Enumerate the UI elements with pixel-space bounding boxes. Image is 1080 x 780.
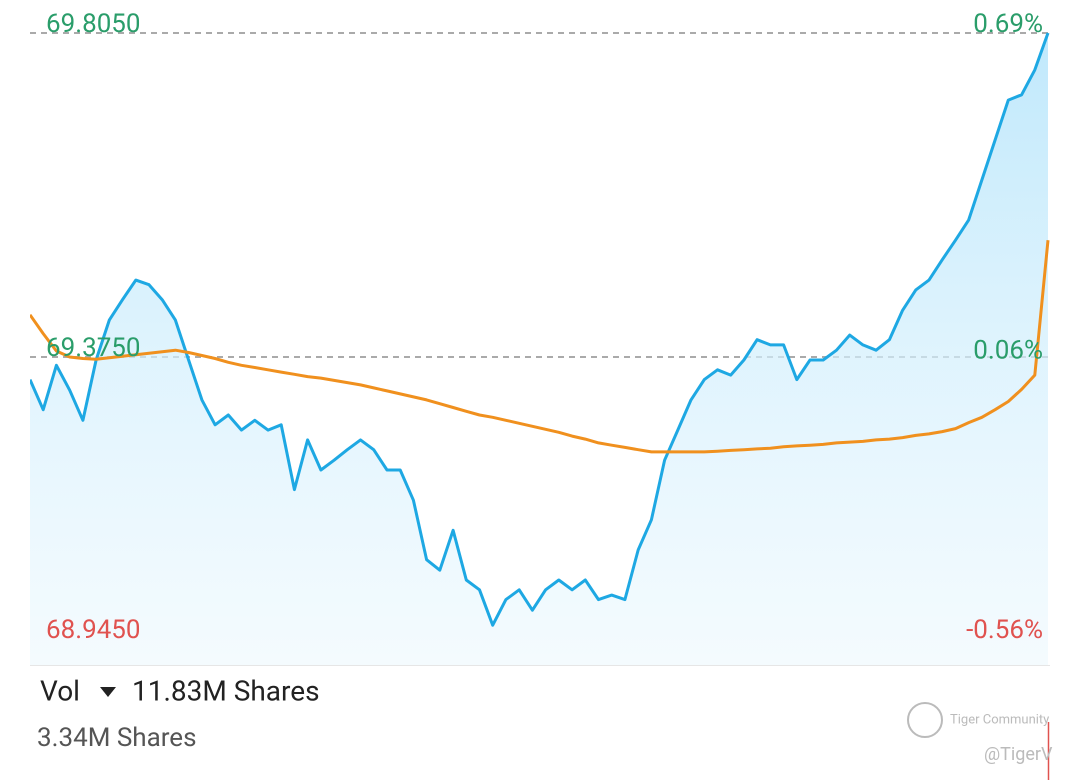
volume-area bbox=[30, 718, 1050, 780]
volume-total: 11.83M Shares bbox=[132, 674, 320, 707]
price-line bbox=[30, 32, 1050, 627]
watermark-handle: @TigerV bbox=[984, 744, 1053, 765]
watermark-logo bbox=[907, 702, 943, 738]
y2-tick-label: -0.56% bbox=[966, 615, 1043, 645]
y-tick-label: 69.8050 bbox=[46, 9, 141, 39]
plot bbox=[30, 32, 1050, 665]
y-tick-label: 69.3750 bbox=[46, 333, 141, 363]
axis-labels: 69.8050 69.3750 68.9450 0.69% 0.06% -0.56% bbox=[46, 9, 1043, 645]
dropdown-arrow[interactable] bbox=[100, 687, 116, 697]
y2-tick-label: 0.06% bbox=[973, 335, 1043, 365]
watermark: Tiger Community bbox=[950, 712, 1049, 727]
volume-label: Vol bbox=[40, 674, 80, 707]
y-tick-label: 68.9450 bbox=[46, 615, 141, 645]
average-line bbox=[30, 240, 1050, 454]
price-area bbox=[30, 33, 1048, 665]
y2-tick-label: 0.69% bbox=[973, 9, 1043, 39]
volume-axis-label: 3.34M Shares bbox=[37, 723, 197, 753]
